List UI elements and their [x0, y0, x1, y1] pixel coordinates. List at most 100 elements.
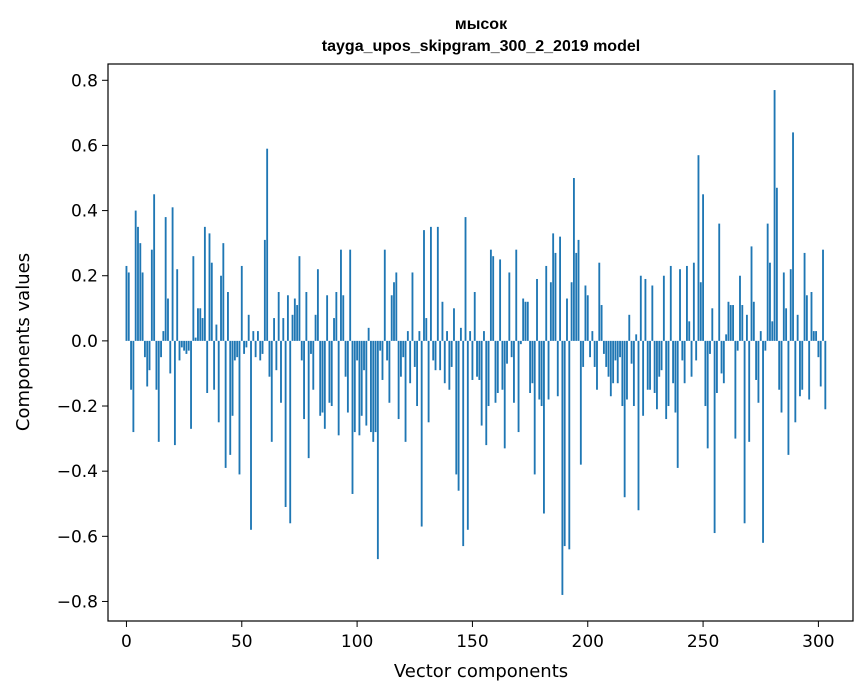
- bar-151: [473, 292, 476, 341]
- bar-50: [240, 265, 243, 341]
- bar-183: [547, 340, 550, 400]
- bar-138: [443, 340, 446, 384]
- bar-0: [125, 265, 128, 341]
- bar-65: [275, 340, 278, 371]
- x-axis-label: Vector components: [394, 661, 568, 682]
- bar-201: [589, 340, 591, 358]
- bar-122: [406, 331, 409, 341]
- bar-110: [379, 340, 382, 351]
- bar-164: [503, 340, 506, 449]
- bar-95: [344, 340, 347, 377]
- bar-184: [549, 282, 552, 341]
- bar-87: [326, 295, 329, 341]
- bar-131: [427, 340, 430, 423]
- bar-19: [169, 340, 172, 374]
- bar-182: [545, 265, 548, 341]
- bar-215: [621, 340, 624, 407]
- bar-73: [293, 298, 296, 341]
- bar-152: [476, 340, 478, 377]
- bar-172: [522, 298, 525, 341]
- bar-72: [291, 314, 294, 341]
- bar-235: [667, 340, 670, 407]
- bar-39: [215, 324, 218, 341]
- bar-77: [303, 340, 305, 420]
- bar-78: [305, 292, 308, 341]
- bar-288: [789, 269, 792, 341]
- bar-178: [536, 278, 538, 341]
- bar-71: [289, 340, 292, 524]
- y-tick-label: 0.0: [71, 332, 98, 352]
- bar-299: [815, 331, 818, 341]
- bar-193: [570, 282, 573, 341]
- bar-252: [706, 340, 709, 449]
- bar-200: [586, 295, 589, 341]
- bar-259: [722, 340, 725, 384]
- bar-292: [799, 340, 801, 397]
- bar-219: [630, 340, 633, 364]
- bar-40: [217, 340, 220, 423]
- bar-94: [342, 295, 345, 341]
- bar-119: [400, 340, 402, 377]
- bar-204: [596, 340, 598, 390]
- bar-220: [632, 340, 635, 407]
- bar-174: [526, 301, 529, 341]
- bar-155: [483, 331, 485, 341]
- y-tick-label: 0.4: [71, 202, 98, 222]
- bar-271: [750, 246, 753, 341]
- bar-105: [367, 327, 370, 341]
- bar-102: [360, 340, 363, 416]
- bar-207: [602, 340, 605, 354]
- bar-79: [307, 340, 310, 459]
- bar-113: [386, 340, 389, 361]
- bar-67: [280, 340, 282, 403]
- bar-198: [582, 340, 585, 367]
- bar-251: [704, 340, 707, 407]
- bar-238: [674, 340, 677, 413]
- bar-140: [448, 340, 451, 390]
- bar-104: [365, 340, 368, 426]
- bar-212: [614, 340, 617, 361]
- chart-title-line1: мысок: [455, 16, 508, 33]
- bar-23: [178, 340, 181, 361]
- bar-76: [300, 340, 303, 361]
- bar-21: [173, 340, 176, 446]
- bar-177: [533, 340, 536, 475]
- bar-81: [312, 340, 315, 390]
- bar-296: [808, 340, 811, 400]
- bar-203: [593, 340, 596, 367]
- bar-57: [257, 331, 259, 341]
- bar-270: [748, 340, 751, 442]
- x-tick-label: 150: [456, 632, 488, 652]
- x-tick-label: 200: [572, 632, 604, 652]
- bar-96: [346, 340, 349, 413]
- bar-286: [785, 308, 788, 341]
- bar-35: [206, 340, 209, 393]
- bar-240: [679, 269, 681, 341]
- bar-180: [540, 340, 543, 407]
- bar-126: [416, 340, 418, 407]
- bar-210: [609, 340, 612, 397]
- bar-56: [254, 340, 257, 358]
- bar-125: [413, 340, 416, 367]
- bar-98: [351, 340, 354, 494]
- bar-84: [319, 340, 322, 416]
- bar-291: [796, 314, 799, 341]
- bar-86: [323, 340, 326, 429]
- bar-261: [727, 301, 730, 341]
- bar-162: [499, 259, 502, 341]
- bar-248: [697, 155, 700, 341]
- bar-241: [681, 340, 684, 361]
- bar-285: [782, 272, 785, 341]
- bar-116: [393, 282, 395, 341]
- bar-118: [397, 340, 400, 420]
- bar-245: [690, 340, 693, 377]
- bar-46: [231, 340, 234, 416]
- bar-266: [739, 275, 741, 341]
- bar-68: [282, 318, 285, 341]
- bar-41: [220, 275, 222, 341]
- bar-267: [741, 305, 744, 341]
- bar-237: [672, 340, 675, 384]
- bar-18: [167, 298, 169, 341]
- bar-208: [605, 340, 608, 367]
- bar-229: [653, 340, 656, 393]
